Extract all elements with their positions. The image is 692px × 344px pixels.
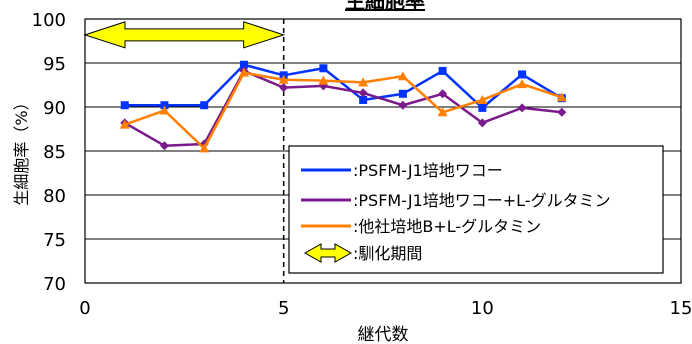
y-tick-label-70: 70 bbox=[43, 274, 66, 295]
series-1-point-1 bbox=[121, 101, 129, 109]
y-tick-label-100: 100 bbox=[32, 10, 66, 31]
x-tick-label-15: 15 bbox=[670, 298, 692, 319]
series-3 bbox=[120, 68, 567, 153]
chart-title: 生細胞率 bbox=[345, 0, 425, 13]
x-tick-label-0: 0 bbox=[79, 298, 90, 319]
series-2-point-12 bbox=[557, 108, 566, 117]
series-1-point-11 bbox=[518, 70, 526, 78]
legend: :PSFM-J1培地ワコー :PSFM-J1培地ワコー+L-グルタミン :他社培地B… bbox=[289, 146, 663, 273]
y-tick-label-95: 95 bbox=[43, 54, 66, 75]
legend-label-1: :PSFM-J1培地ワコー bbox=[353, 161, 503, 180]
legend-label-2: :PSFM-J1培地ワコー+L-グルタミン bbox=[353, 191, 611, 210]
acclimation-arrow bbox=[85, 22, 284, 48]
series-1-point-8 bbox=[399, 90, 407, 98]
series-1-point-6 bbox=[319, 64, 327, 72]
series-2 bbox=[120, 66, 566, 150]
legend-label-3: :他社培地B+L-グルタミン bbox=[353, 217, 541, 236]
series-1 bbox=[121, 61, 566, 112]
x-axis-label: 継代数 bbox=[358, 325, 409, 344]
series-1-line bbox=[125, 65, 562, 108]
x-tick-label-10: 10 bbox=[471, 298, 494, 319]
series-2-point-11 bbox=[518, 103, 527, 112]
y-tick-label-80: 80 bbox=[43, 186, 66, 207]
series-1-point-10 bbox=[478, 104, 486, 112]
series-1-point-3 bbox=[200, 101, 208, 109]
y-tick-label-85: 85 bbox=[43, 142, 66, 163]
series-2-point-5 bbox=[279, 83, 288, 92]
y-tick-label-90: 90 bbox=[43, 98, 66, 119]
y-tick-labels: 70 75 80 85 90 95 100 bbox=[32, 10, 66, 295]
series-3-point-11 bbox=[517, 79, 527, 88]
x-tick-label-5: 5 bbox=[278, 298, 289, 319]
legend-label-acclimation: :馴化期間 bbox=[353, 244, 422, 263]
y-axis-label: 生細胞率（%） bbox=[12, 94, 31, 205]
series-1-point-9 bbox=[439, 67, 447, 75]
x-tick-labels: 0 5 10 15 bbox=[79, 298, 692, 319]
y-tick-label-75: 75 bbox=[43, 230, 66, 251]
series-2-point-8 bbox=[398, 101, 407, 110]
